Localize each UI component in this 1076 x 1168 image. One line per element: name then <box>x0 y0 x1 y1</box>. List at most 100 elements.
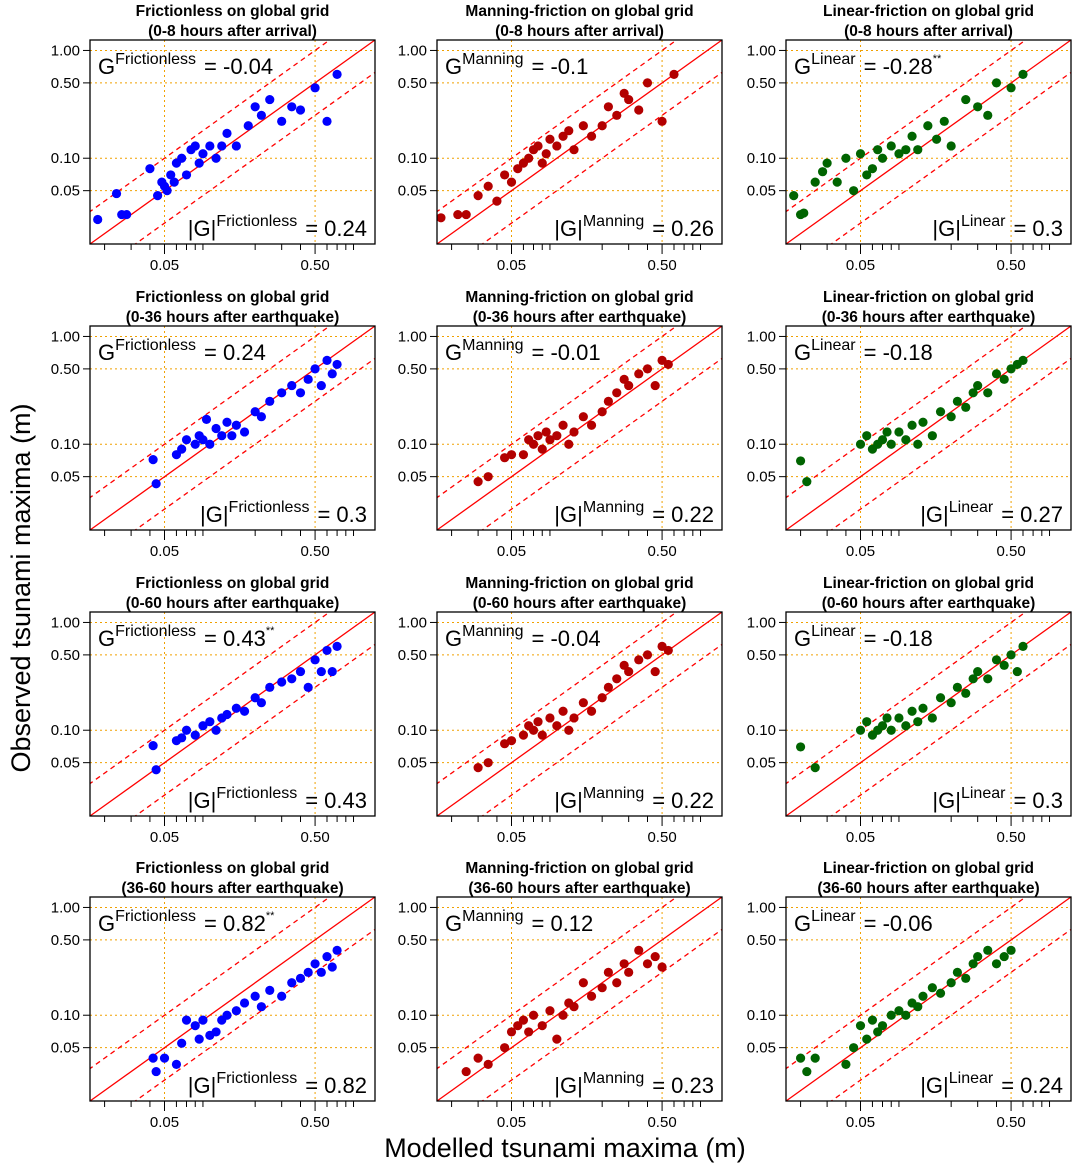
abs-g-symbol: |G| <box>932 788 961 813</box>
data-point <box>650 666 660 677</box>
x-tick-label: 0.05 <box>846 1114 875 1131</box>
gridlines <box>786 40 1071 244</box>
x-tick-label: 0.50 <box>647 543 676 560</box>
data-point <box>855 149 866 159</box>
abs-g-statistic: |G|Frictionless = 0.3 <box>200 499 367 527</box>
data-point <box>528 439 539 449</box>
data-point <box>277 991 287 1001</box>
data-point <box>277 116 287 126</box>
data-point <box>961 94 971 105</box>
abs-g-statistic: |G|Linear = 0.3 <box>932 785 1063 813</box>
data-point <box>946 141 956 151</box>
data-point <box>894 427 904 437</box>
y-tick-label: 0.10 <box>747 722 776 739</box>
y-tick-label: 0.05 <box>51 1040 80 1057</box>
data-point <box>923 121 933 131</box>
abs-g-symbol: |G| <box>188 1073 217 1098</box>
abs-g-symbol: |G| <box>920 1073 949 1098</box>
data-point <box>295 388 306 398</box>
g-value: = -0.28 <box>864 54 933 79</box>
data-point <box>886 725 896 735</box>
data-points <box>148 945 342 1077</box>
data-point <box>935 693 946 703</box>
data-point <box>946 978 956 988</box>
data-point <box>1012 666 1022 677</box>
reference-lines <box>90 326 375 530</box>
data-point <box>537 444 547 454</box>
data-point <box>877 721 888 731</box>
data-point <box>250 407 260 417</box>
gridlines <box>786 612 1071 816</box>
data-point <box>198 149 208 159</box>
data-point <box>855 439 866 449</box>
g-superscript: Linear <box>811 337 856 354</box>
y-tick-label: 0.05 <box>747 755 776 772</box>
data-point <box>222 1010 232 1020</box>
data-point <box>642 650 653 660</box>
g-symbol: G <box>794 911 811 936</box>
panel-title-line: Linear-friction on global grid <box>823 3 1034 20</box>
data-point <box>862 431 872 441</box>
data-point <box>946 412 956 422</box>
data-point <box>657 116 667 126</box>
data-point <box>927 713 937 723</box>
g-symbol: G <box>445 340 462 365</box>
data-point <box>918 417 928 427</box>
data-point <box>886 1010 896 1020</box>
abs-g-statistic: |G|Manning = 0.22 <box>554 499 714 527</box>
abs-g-statistic: |G|Frictionless = 0.43 <box>188 785 367 813</box>
data-point <box>634 369 644 379</box>
data-point <box>533 431 543 441</box>
abs-g-symbol: |G| <box>554 788 583 813</box>
abs-g-statistic: |G|Manning = 0.26 <box>554 213 714 241</box>
data-point <box>177 1038 187 1048</box>
data-point <box>483 1059 493 1069</box>
data-point <box>310 959 320 969</box>
x-tick-label: 0.05 <box>497 257 526 274</box>
plot-frame <box>436 896 723 1102</box>
data-point <box>558 706 568 716</box>
data-point <box>586 991 597 1001</box>
data-point <box>849 1043 859 1053</box>
upper-factor-line <box>90 612 331 785</box>
data-point <box>461 209 471 220</box>
scatter-panel: Linear-friction on global grid (0-36 hour… <box>747 289 1072 560</box>
data-point <box>194 1034 204 1044</box>
data-point <box>231 703 241 713</box>
lower-factor-line <box>134 357 375 530</box>
abs-g-statistic: |G|Linear = 0.24 <box>920 1070 1063 1098</box>
reference-lines <box>786 326 1071 530</box>
scatter-panel: Manning-friction on global grid (0-36 hou… <box>398 289 723 560</box>
data-point <box>287 102 297 112</box>
data-point <box>151 765 161 775</box>
data-point <box>190 730 200 740</box>
abs-g-superscript: Manning <box>583 1070 644 1087</box>
data-point <box>799 208 809 218</box>
g-superscript: Manning <box>462 337 523 354</box>
data-point <box>913 145 923 155</box>
g-superscript: Linear <box>811 908 856 925</box>
data-point <box>931 134 942 144</box>
abs-g-symbol: |G| <box>554 216 583 241</box>
panel-title-line: (0-36 hours after earthquake) <box>822 309 1036 326</box>
g-symbol: G <box>98 626 115 651</box>
data-point <box>205 717 215 727</box>
data-point <box>634 655 644 665</box>
data-point <box>841 153 851 163</box>
upper-factor-line <box>437 897 678 1070</box>
plot-frame <box>89 39 376 245</box>
g-value: = -0.04 <box>532 626 601 651</box>
abs-g-value: = 0.3 <box>317 502 367 527</box>
data-point <box>231 420 241 430</box>
data-point <box>265 682 275 692</box>
data-point <box>148 740 158 751</box>
data-point <box>873 1027 883 1037</box>
data-point <box>657 962 667 972</box>
data-point <box>256 110 266 120</box>
data-points <box>795 945 1016 1077</box>
lower-factor-line <box>830 928 1071 1101</box>
data-point <box>624 666 634 677</box>
data-point <box>952 396 962 406</box>
y-tick-label: 0.50 <box>747 647 776 664</box>
data-point <box>513 1021 523 1031</box>
